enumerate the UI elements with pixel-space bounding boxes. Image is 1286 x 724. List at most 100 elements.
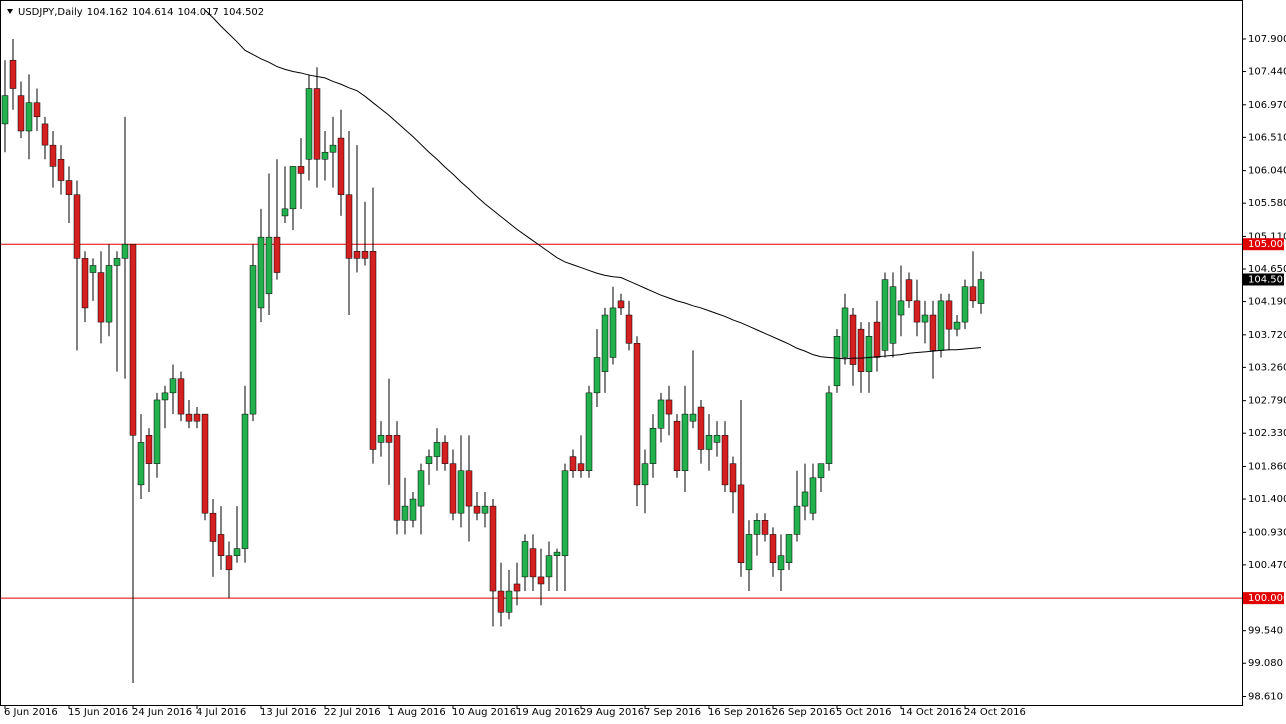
level-label: 100.000 [1248,593,1286,604]
candle-body [49,144,57,167]
candle-body [793,505,801,535]
y-tick-label: 105.110 [1248,231,1286,242]
candle-body [577,463,585,471]
candle-body [617,300,625,309]
candle-body [377,435,385,443]
candle-body [177,378,185,415]
candle-body [153,399,161,464]
candle-body [857,328,865,372]
y-tick-label: 104.650 [1248,264,1286,275]
candle-body [161,392,169,401]
candle-body [369,251,377,450]
candle-body [345,194,353,259]
x-tick-label: 22 Jul 2016 [324,707,381,718]
candle-body [969,286,977,302]
candle-body [801,491,809,507]
chart-title: USDJPY,Daily [18,7,83,18]
candle-body [473,505,481,514]
candle-body [833,335,841,387]
candle-body [521,541,529,578]
candle-body [625,314,633,344]
x-tick-label: 24 Oct 2016 [964,707,1026,718]
price-label: 104.502 [1248,274,1286,285]
y-tick-label: 103.720 [1248,330,1286,341]
candle-body [497,590,505,613]
x-tick-label: 4 Jul 2016 [196,707,246,718]
candle-body [353,251,361,259]
x-tick-label: 6 Jun 2016 [4,707,58,718]
candle-body [905,279,913,302]
candle-body [609,307,617,358]
candle-body [41,123,49,146]
candle-body [689,413,697,422]
x-tick-label: 10 Aug 2016 [452,707,516,718]
x-tick-label: 13 Jul 2016 [260,707,317,718]
candle-body [945,300,953,330]
y-tick-label: 102.790 [1248,396,1286,407]
candle-body [385,435,393,443]
candle-body [417,470,425,507]
candle-body [937,300,945,351]
candle-body [569,456,577,471]
level-label-bg [1243,592,1284,605]
candle-body [449,463,457,514]
candle-body [881,279,889,351]
candle-body [921,314,929,323]
candle-body [481,505,489,514]
candle-body [281,208,289,217]
candle-body [537,576,545,585]
candle-body [9,59,17,89]
candle-body [529,548,537,578]
candle-body [57,159,65,181]
y-tick-label: 107.900 [1248,34,1286,45]
y-tick-label: 106.040 [1248,166,1286,177]
x-tick-label: 19 Aug 2016 [516,707,580,718]
candle-body [641,463,649,486]
candle-body [129,243,137,436]
candle-body [313,88,321,160]
y-tick-label: 100.470 [1248,560,1286,571]
candle-body [713,435,721,443]
candle-body [201,413,209,514]
candle-body [265,236,273,295]
header-close: 104.502 [223,7,264,18]
candle-body [817,463,825,479]
candle-body [721,435,729,486]
header-high: 104.614 [132,7,173,18]
candle-body [553,551,561,556]
candle-body [209,512,217,542]
candle-body [585,392,593,471]
candle-body [273,236,281,273]
candle-body [25,102,33,132]
candle-body [465,470,473,507]
y-tick-label: 105.580 [1248,198,1286,209]
candle-body [425,456,433,464]
candle-body [601,314,609,372]
y-tick-label: 107.440 [1248,67,1286,78]
y-tick-label: 101.400 [1248,494,1286,505]
chart-header: USDJPY,Daily 104.162 104.614 104.017 104.502 [18,7,264,18]
candle-body [545,555,553,578]
candle-body [681,413,689,471]
x-tick-label: 29 Aug 2016 [580,707,644,718]
candle-body [705,435,713,450]
candle-body [121,243,129,259]
candle-body [249,265,257,415]
candle-body [673,420,681,471]
price-label-bg [1243,273,1284,286]
candle-body [185,413,193,422]
candle-body [81,258,89,309]
candle-body [1,95,9,125]
candle-body [809,477,817,514]
candle-body [777,555,785,571]
y-tick-label: 99.540 [1248,626,1283,637]
y-tick-label: 104.190 [1248,297,1286,308]
candle-body [649,428,657,464]
y-tick-label: 106.970 [1248,100,1286,111]
candle-body [217,534,225,556]
candle-body [297,166,305,174]
candle-body [105,265,113,323]
candle-body [113,258,121,266]
